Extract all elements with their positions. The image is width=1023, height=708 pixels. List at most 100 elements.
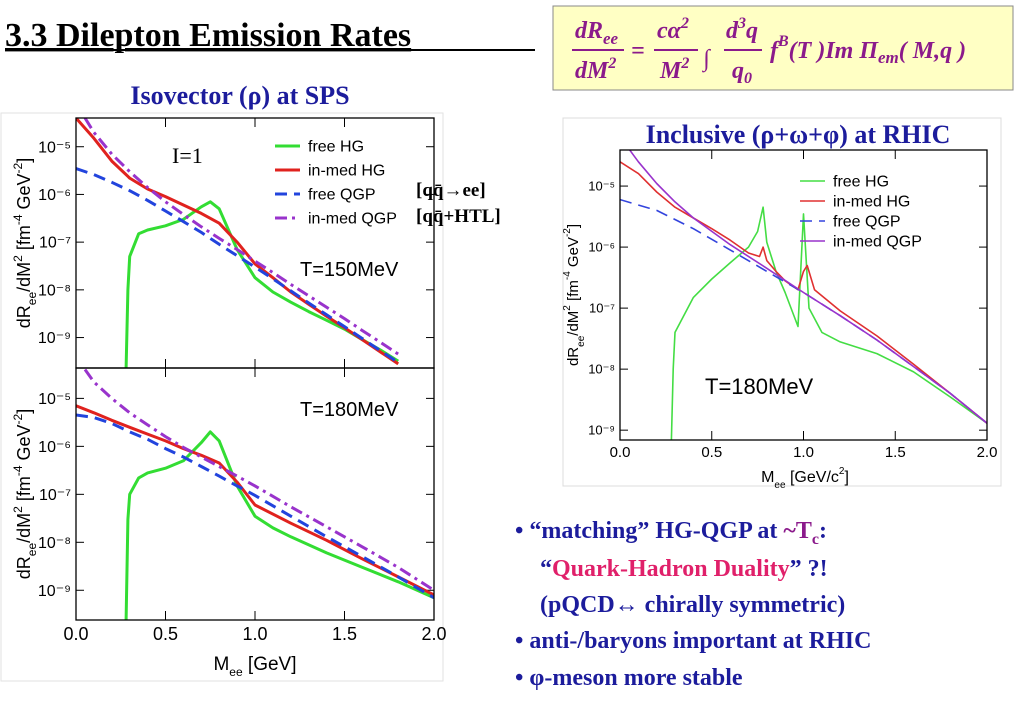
bullet-text: c bbox=[812, 531, 819, 548]
bullet-line: (pQCD↔ chirally symmetric) bbox=[540, 592, 845, 618]
series-line bbox=[76, 413, 434, 599]
chart-title: Inclusive (ρ+ω+φ) at RHIC bbox=[646, 120, 951, 149]
x-tick-label: 1.0 bbox=[793, 444, 814, 461]
axis-label-part: GeV bbox=[565, 237, 582, 271]
series-line bbox=[83, 118, 400, 356]
bullet-text: ~T bbox=[783, 518, 812, 544]
y-tick-label: 10⁻⁹ bbox=[38, 583, 71, 600]
y-tick-label: 10⁻⁵ bbox=[38, 391, 71, 408]
formula-part: cα2 bbox=[657, 15, 689, 44]
formula-part: f bbox=[770, 38, 780, 64]
formula-part: dRee bbox=[575, 18, 619, 48]
axis-label-part: /dM bbox=[565, 311, 582, 336]
axis-label-part: ] bbox=[844, 469, 848, 486]
axis-label-part: [fm bbox=[565, 280, 582, 305]
formula-part: dM bbox=[575, 58, 610, 84]
annotation: [qq̄→ee] bbox=[416, 180, 486, 201]
axis-label-part: dR bbox=[565, 347, 582, 366]
formula-part: (T )Im Π bbox=[789, 38, 880, 64]
series-line bbox=[76, 404, 434, 597]
formula-part: 0 bbox=[744, 70, 752, 87]
annotation: T=180MeV bbox=[300, 399, 399, 421]
y-tick-label: 10⁻⁵ bbox=[38, 139, 71, 156]
legend-label: in-med HG bbox=[308, 163, 385, 180]
series-line bbox=[620, 198, 987, 424]
legend-label: free QGP bbox=[308, 187, 376, 204]
annotation: T=180MeV bbox=[705, 374, 814, 399]
axis-label-part: -4 bbox=[562, 271, 573, 280]
plot-frame bbox=[619, 149, 988, 441]
bullet-line: “Quark-Hadron Duality” ?! bbox=[540, 556, 828, 582]
axis-label-part: -2 bbox=[11, 413, 25, 424]
bullet-text: : bbox=[819, 518, 827, 544]
formula-part: 2 bbox=[680, 15, 689, 32]
axis-label-part: ] bbox=[565, 224, 582, 228]
axis-label-part: [GeV/c bbox=[786, 469, 839, 486]
legend-label: in-med QGP bbox=[308, 211, 397, 228]
plot-frame bbox=[75, 367, 435, 621]
axis-label-part: ee bbox=[25, 292, 39, 306]
formula-part: ( M,q ) bbox=[899, 38, 966, 64]
formula-part: = bbox=[631, 38, 645, 64]
chart-title: Isovector (ρ) at SPS bbox=[130, 81, 349, 110]
series-line bbox=[628, 150, 987, 424]
formula-part: dM2 bbox=[575, 55, 616, 84]
axis-label-part: 2 bbox=[11, 506, 25, 513]
formula-part: 3 bbox=[737, 15, 746, 32]
legend-label: in-med QGP bbox=[833, 234, 922, 251]
y-tick-label: 10⁻⁶ bbox=[588, 240, 615, 255]
formula-part: M2 bbox=[659, 55, 689, 84]
plot-lines bbox=[620, 150, 987, 440]
bullets: • “matching” HG-QGP at ~Tc: “Quark-Hadro… bbox=[515, 518, 871, 691]
axis-label-part: [fm bbox=[14, 476, 34, 506]
axis-label: Mee [GeV] bbox=[213, 654, 296, 679]
axis-label-part: 2 bbox=[11, 255, 25, 262]
y-tick-label: 10⁻⁷ bbox=[39, 235, 71, 252]
axis-label-part: /dM bbox=[14, 262, 34, 292]
slide-title: 3.3 Dilepton Emission Rates bbox=[5, 17, 411, 54]
left-panel bbox=[0, 112, 444, 682]
y-tick-label: 10⁻⁸ bbox=[588, 362, 615, 377]
y-tick-label: 10⁻⁸ bbox=[38, 535, 71, 552]
formula-part: q bbox=[732, 58, 744, 84]
formula-part: cα bbox=[657, 18, 682, 44]
bullet-text: Quark-Hadron Duality bbox=[552, 556, 790, 582]
axis-label-part: -2 bbox=[11, 162, 25, 173]
axis-label-part: [fm bbox=[14, 225, 34, 255]
axis-label-part: dR bbox=[14, 556, 34, 579]
axis-label-part: -2 bbox=[562, 228, 573, 237]
x-tick-label: 2.0 bbox=[977, 444, 998, 461]
bullet-text: ” ?! bbox=[790, 556, 828, 582]
bullet-line: • anti-/baryons important at RHIC bbox=[515, 628, 871, 654]
y-tick-label: 10⁻⁸ bbox=[38, 282, 71, 299]
bullet-line: • φ-meson more stable bbox=[515, 665, 743, 691]
axis-label-part: 2 bbox=[839, 466, 845, 477]
x-tick-label: 1.5 bbox=[885, 444, 906, 461]
y-tick-label: 10⁻⁶ bbox=[38, 187, 71, 204]
formula-part: 2 bbox=[680, 55, 689, 72]
formula-part: d3q bbox=[726, 15, 758, 44]
series-line bbox=[76, 167, 400, 364]
axis-label: dRee/dM2 [fm-4 GeV-2] bbox=[11, 409, 39, 579]
plot-lines bbox=[76, 368, 434, 620]
annotation: I=1 bbox=[172, 143, 203, 168]
axis-label-part: [GeV] bbox=[243, 654, 297, 675]
axis-label-part: ee bbox=[25, 543, 39, 557]
axis-label-part: -4 bbox=[11, 214, 25, 225]
right-panel bbox=[562, 117, 1002, 487]
formula-part: fB(T )Im Πem( M,q ) bbox=[770, 33, 966, 67]
axis-label-part: GeV bbox=[14, 424, 34, 465]
x-tick-label: 1.5 bbox=[332, 624, 357, 644]
formula-part: em bbox=[878, 48, 899, 67]
y-tick-label: 10⁻⁵ bbox=[588, 179, 615, 194]
annotation: [qq̄+HTL] bbox=[416, 206, 501, 227]
x-tick-label: 2.0 bbox=[421, 624, 446, 644]
formula-part: 2 bbox=[607, 55, 616, 72]
legend-label: free QGP bbox=[833, 214, 901, 231]
axis-label-part: GeV bbox=[14, 173, 34, 214]
formula-part: q0 bbox=[732, 58, 752, 87]
x-tick-label: 0.5 bbox=[153, 624, 178, 644]
legend-label: free HG bbox=[308, 139, 364, 156]
y-tick-label: 10⁻⁹ bbox=[38, 330, 71, 347]
